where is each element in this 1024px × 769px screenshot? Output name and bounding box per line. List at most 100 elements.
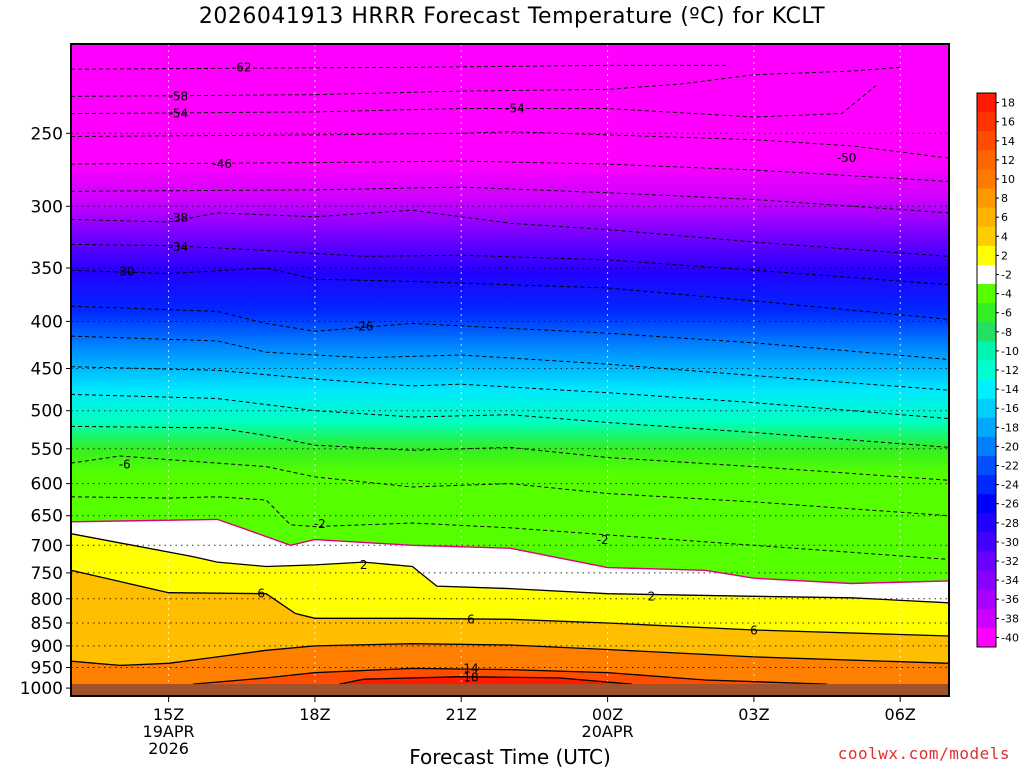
colorbar-tick-label: -22 <box>1001 460 1019 473</box>
contour-label: -54 <box>505 102 525 116</box>
colorbar-tick-label: -36 <box>1001 593 1019 606</box>
y-tick-label: 750 <box>31 564 63 584</box>
colorbar-cell <box>977 360 996 381</box>
colorbar-tick-label: 4 <box>1001 230 1008 243</box>
x-tick-label: 03Z <box>738 705 769 724</box>
colorbar-cell <box>977 226 996 247</box>
isotherm--62 <box>71 64 730 70</box>
y-tick-label: 700 <box>31 536 63 556</box>
x-tick-year: 2026 <box>148 739 189 758</box>
contour-label: -6 <box>119 458 131 472</box>
contour-label: -54 <box>168 107 188 121</box>
contour-label: -46 <box>212 157 232 171</box>
contour-label: -62 <box>232 60 252 74</box>
colorbar-tick-label: 8 <box>1001 192 1008 205</box>
colorbar-cell <box>977 589 996 610</box>
contour-label: -58 <box>168 89 188 103</box>
y-tick-label: 500 <box>31 402 63 422</box>
colorbar-tick-label: -2 <box>1001 269 1012 282</box>
isotherm--6 <box>71 455 949 517</box>
colorbar-cell <box>977 207 996 228</box>
colorbar-tick-label: -32 <box>1001 555 1019 568</box>
isotherm-14 <box>192 667 828 685</box>
isotherm--10 <box>71 425 949 481</box>
isotherm--34 <box>71 243 949 286</box>
colorbar-cell <box>977 322 996 342</box>
y-tick-label: 400 <box>31 312 63 332</box>
colorbar-cell <box>977 455 996 476</box>
isotherm--22 <box>71 335 949 391</box>
isotherm-10 <box>71 643 949 667</box>
colorbar-cell <box>977 417 996 438</box>
colorbar-cell <box>977 494 996 514</box>
colorbar-tick-label: -30 <box>1001 536 1019 549</box>
isotherm--18 <box>71 366 949 420</box>
y-tick-label: 1000 <box>20 679 63 699</box>
colorbar-tick-label: -10 <box>1001 345 1019 358</box>
y-tick-label: 250 <box>31 124 63 144</box>
contour-label: 18 <box>463 671 478 685</box>
isotherm--54 <box>71 85 877 118</box>
x-tick-label: 18Z <box>299 705 330 724</box>
colorbar-tick-label: -16 <box>1001 402 1019 415</box>
colorbar-tick-label: -14 <box>1001 383 1019 396</box>
plot-area: -62 -58 -54 -54 -50 -46 -38 -34 -30 -26 -6 -2 -2 2 2 6 6… <box>71 44 949 696</box>
isotherm-6 <box>71 569 949 637</box>
colorbar-tick-label: -4 <box>1001 288 1012 301</box>
contour-label: 2 <box>648 589 656 603</box>
x-axis-label: Forecast Time (UTC) <box>409 745 611 769</box>
colorbar-tick-label: 16 <box>1001 116 1015 129</box>
credit-text: coolwx.com/models <box>837 744 1010 763</box>
contour-label: -34 <box>168 240 188 254</box>
colorbar-tick-label: -40 <box>1001 631 1019 644</box>
surface-ground <box>71 684 949 696</box>
colorbar-cell <box>977 398 996 419</box>
y-tick-label: 950 <box>31 659 63 679</box>
colorbar-cell <box>977 379 996 400</box>
y-tick-label: 900 <box>31 637 63 657</box>
colorbar-tick-label: -38 <box>1001 612 1019 625</box>
plot-border <box>70 43 950 697</box>
colorbar-cell <box>977 303 996 323</box>
y-tick-label: 850 <box>31 614 63 634</box>
colorbar-cell <box>977 513 996 533</box>
colorbar-tick-label: 12 <box>1001 154 1015 167</box>
isotherm--42 <box>71 186 949 214</box>
isotherm-2 <box>71 533 949 604</box>
isotherms <box>71 64 949 685</box>
isotherm-18 <box>339 676 632 685</box>
isotherm--30 <box>71 267 949 320</box>
colorbar-tick-label: 2 <box>1001 249 1008 262</box>
y-tick-label: 450 <box>31 360 63 380</box>
colorbar-tick-label: -6 <box>1001 307 1012 320</box>
contour-label: -30 <box>115 264 135 278</box>
x-tick-label: 06Z <box>885 705 916 724</box>
isotherm--38 <box>71 209 949 257</box>
contour-label: 6 <box>750 624 758 638</box>
isotherm--26 <box>71 305 949 360</box>
contour-label: 14 <box>463 661 478 675</box>
colorbar-cell <box>977 341 996 361</box>
x-tick-date: 19APR <box>143 722 195 741</box>
y-tick-label: 650 <box>31 507 63 527</box>
colorbar-tick-label: -28 <box>1001 517 1019 530</box>
colorbar-cell <box>977 284 996 304</box>
y-tick-label: 350 <box>31 259 63 279</box>
colorbar-tick-label: 14 <box>1001 135 1015 148</box>
x-tick-label: 15Z <box>153 705 184 724</box>
x-tick-label: 00Z <box>592 705 623 724</box>
colorbar-tick-label: 18 <box>1001 97 1015 110</box>
colorbar-tick-label: -12 <box>1001 364 1019 377</box>
chart-title: 2026041913 HRRR Forecast Temperature (ºC… <box>198 4 826 29</box>
colorbar-cell <box>977 150 996 170</box>
colorbar-tick-label: -34 <box>1001 574 1019 587</box>
contour-label: 6 <box>257 587 265 601</box>
isotherm-0 <box>71 518 949 585</box>
colorbar-cell <box>977 188 996 209</box>
isotherm--58 <box>71 66 901 97</box>
isotherm--2 <box>71 496 949 560</box>
y-axis: 250 300 350 400 450 500 550 600 650 700 750 800 850 9… <box>20 124 71 699</box>
colorbar-cell <box>977 93 996 113</box>
colorbar-cell <box>977 245 996 266</box>
